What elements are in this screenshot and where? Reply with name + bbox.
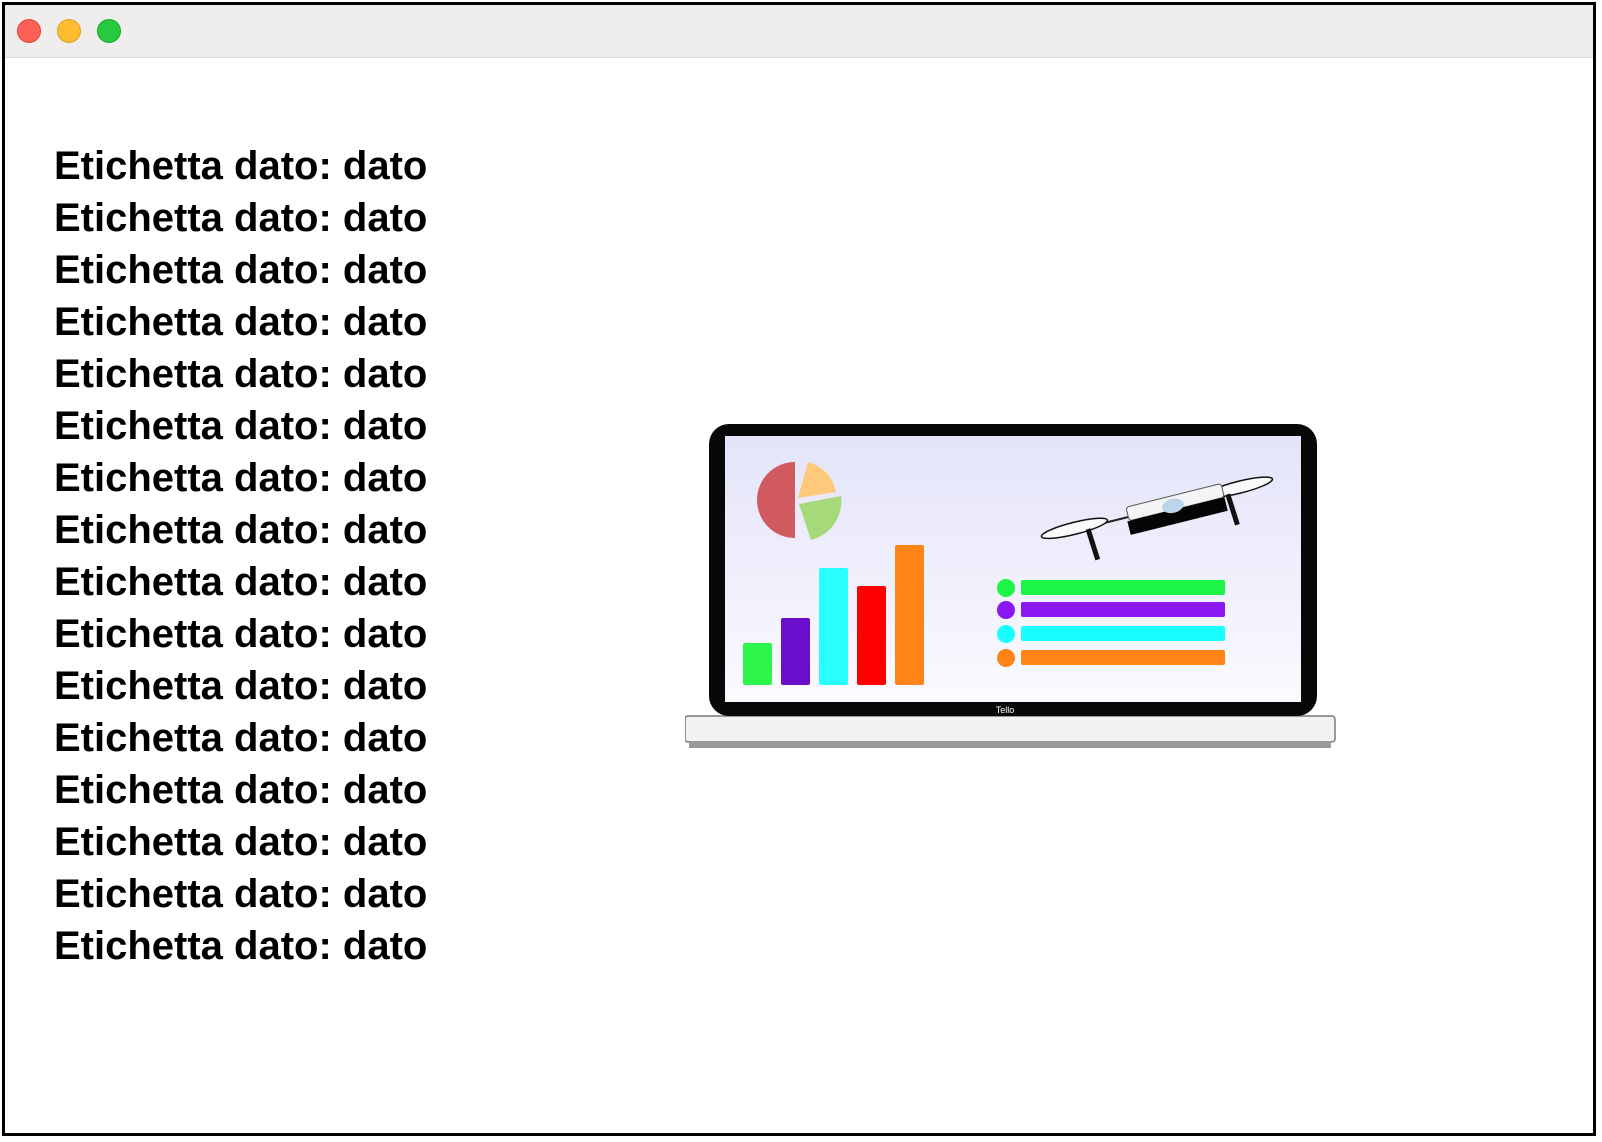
legend-dot <box>997 625 1015 643</box>
laptop-brand: Tello <box>996 705 1015 715</box>
legend-bar <box>1021 580 1225 595</box>
data-label: Etichetta dato: dato <box>54 872 428 916</box>
legend-dot <box>997 601 1015 619</box>
bar-chart-icon <box>743 545 924 685</box>
data-label: Etichetta dato: dato <box>54 768 428 812</box>
data-label: Etichetta dato: dato <box>54 508 428 552</box>
pie-chart-icon <box>757 462 842 540</box>
pie-slice <box>798 462 836 498</box>
data-label: Etichetta dato: dato <box>54 404 428 448</box>
drone-icon <box>1040 476 1274 561</box>
legend-bar <box>1021 626 1225 641</box>
laptop-base-shadow <box>689 742 1331 748</box>
drone-leg <box>1085 528 1101 561</box>
legend-bar <box>1021 650 1225 665</box>
data-label: Etichetta dato: dato <box>54 560 428 604</box>
laptop-icon: Tello <box>685 424 1336 748</box>
data-label: Etichetta dato: dato <box>54 612 428 656</box>
data-label: Etichetta dato: dato <box>54 144 428 188</box>
data-label: Etichetta dato: dato <box>54 456 428 500</box>
bar <box>819 568 848 685</box>
maximize-button[interactable] <box>97 19 121 43</box>
legend-dot <box>997 579 1015 597</box>
close-button[interactable] <box>17 19 41 43</box>
laptop-base <box>685 715 1336 743</box>
bar <box>743 643 772 685</box>
pie-slice <box>757 462 795 538</box>
data-label: Etichetta dato: dato <box>54 716 428 760</box>
data-label: Etichetta dato: dato <box>54 352 428 396</box>
legend-list-icon <box>997 579 1225 667</box>
pie-slice <box>799 496 842 540</box>
title-bar <box>5 5 1593 58</box>
data-label: Etichetta dato: dato <box>54 820 428 864</box>
data-label-list: Etichetta dato: dato Etichetta dato: dat… <box>54 140 427 972</box>
drone-rotor <box>1040 517 1109 540</box>
drone-body-base <box>1127 497 1228 535</box>
drone-leg <box>1225 493 1240 526</box>
legend-dot <box>997 649 1015 667</box>
minimize-button[interactable] <box>57 19 81 43</box>
data-label: Etichetta dato: dato <box>54 196 428 240</box>
bar <box>781 618 810 685</box>
drone-camera <box>1162 498 1184 514</box>
legend-bar <box>1021 602 1225 617</box>
data-label: Etichetta dato: dato <box>54 300 428 344</box>
bar <box>895 545 924 685</box>
data-label: Etichetta dato: dato <box>54 248 428 292</box>
data-label: Etichetta dato: dato <box>54 664 428 708</box>
data-label: Etichetta dato: dato <box>54 924 428 968</box>
bar <box>857 586 886 685</box>
